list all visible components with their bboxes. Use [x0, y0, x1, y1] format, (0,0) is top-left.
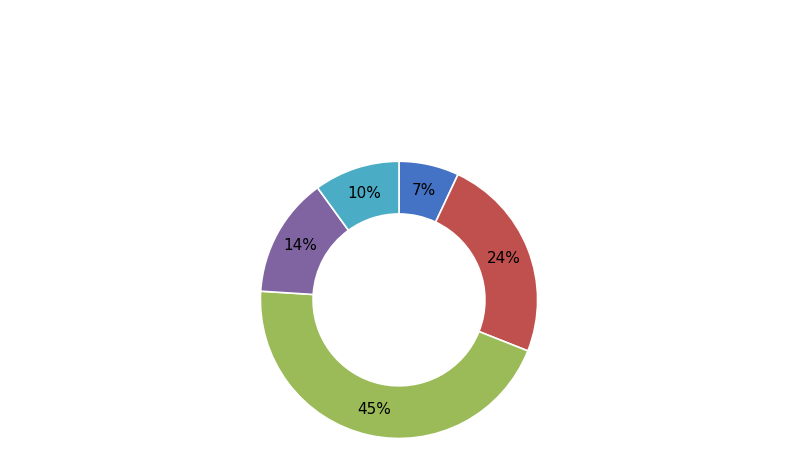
Text: 10%: 10% — [347, 186, 381, 200]
Text: 45%: 45% — [358, 402, 392, 417]
Text: 24%: 24% — [487, 251, 520, 266]
Text: 7%: 7% — [411, 183, 436, 198]
Wedge shape — [261, 188, 349, 295]
Wedge shape — [260, 291, 527, 438]
Wedge shape — [399, 161, 458, 222]
Wedge shape — [436, 175, 538, 351]
Wedge shape — [318, 161, 399, 230]
Text: 14%: 14% — [283, 238, 318, 253]
